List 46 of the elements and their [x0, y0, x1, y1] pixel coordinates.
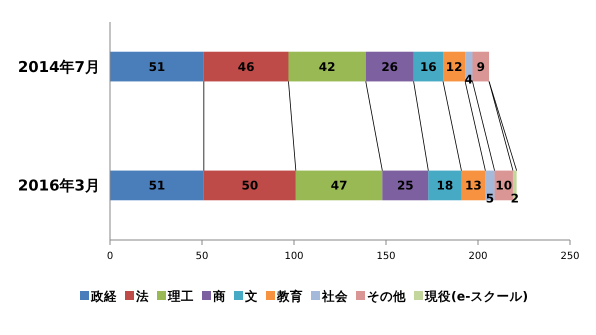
- data-label: 51: [148, 60, 166, 74]
- legend-label: 理工: [167, 288, 194, 304]
- bar: [414, 52, 444, 82]
- data-label: 4: [464, 72, 473, 87]
- x-tick-label: 100: [284, 251, 304, 262]
- legend-label: 文: [244, 288, 258, 304]
- bar: [472, 52, 490, 82]
- bar: [110, 170, 204, 200]
- legend-label: 現役(e-スクール): [424, 288, 528, 304]
- x-tick-label: 250: [560, 251, 580, 262]
- bar: [204, 52, 288, 82]
- data-label: 46: [238, 60, 255, 74]
- data-label: 2: [510, 191, 519, 206]
- data-label: 26: [381, 60, 398, 74]
- data-label: 42: [318, 60, 336, 74]
- data-label: 10: [495, 178, 512, 193]
- legend-label: 商: [212, 288, 226, 304]
- x-tick-label: 200: [468, 251, 488, 262]
- data-label: 12: [446, 60, 462, 74]
- y-tick-label: 2016年3月: [18, 176, 100, 195]
- data-label: 5: [486, 191, 494, 206]
- legend-label: 法: [135, 288, 149, 304]
- bar: [296, 170, 382, 200]
- legend-label: その他: [367, 288, 407, 304]
- data-label: 47: [330, 178, 348, 193]
- legend-label: 社会: [321, 288, 349, 304]
- x-tick-label: 150: [376, 251, 396, 262]
- bar: [461, 170, 486, 200]
- x-tick-label: 50: [196, 251, 208, 262]
- data-label: 16: [420, 60, 437, 74]
- data-label: 50: [241, 178, 258, 193]
- bar: [204, 170, 296, 200]
- bar: [288, 52, 366, 82]
- data-label: 13: [465, 178, 482, 193]
- bar: [428, 170, 462, 200]
- legend-label: 教育: [276, 288, 303, 304]
- data-label: 51: [148, 178, 166, 193]
- legend-label: 政経: [90, 288, 118, 304]
- y-tick-label: 2014年7月: [18, 58, 100, 76]
- data-label: 18: [436, 178, 454, 193]
- bar: [366, 52, 414, 82]
- data-label: 9: [476, 60, 485, 74]
- bar: [382, 170, 428, 200]
- bar: [110, 52, 204, 82]
- data-label: 25: [396, 178, 414, 193]
- x-tick-label: 0: [106, 251, 114, 262]
